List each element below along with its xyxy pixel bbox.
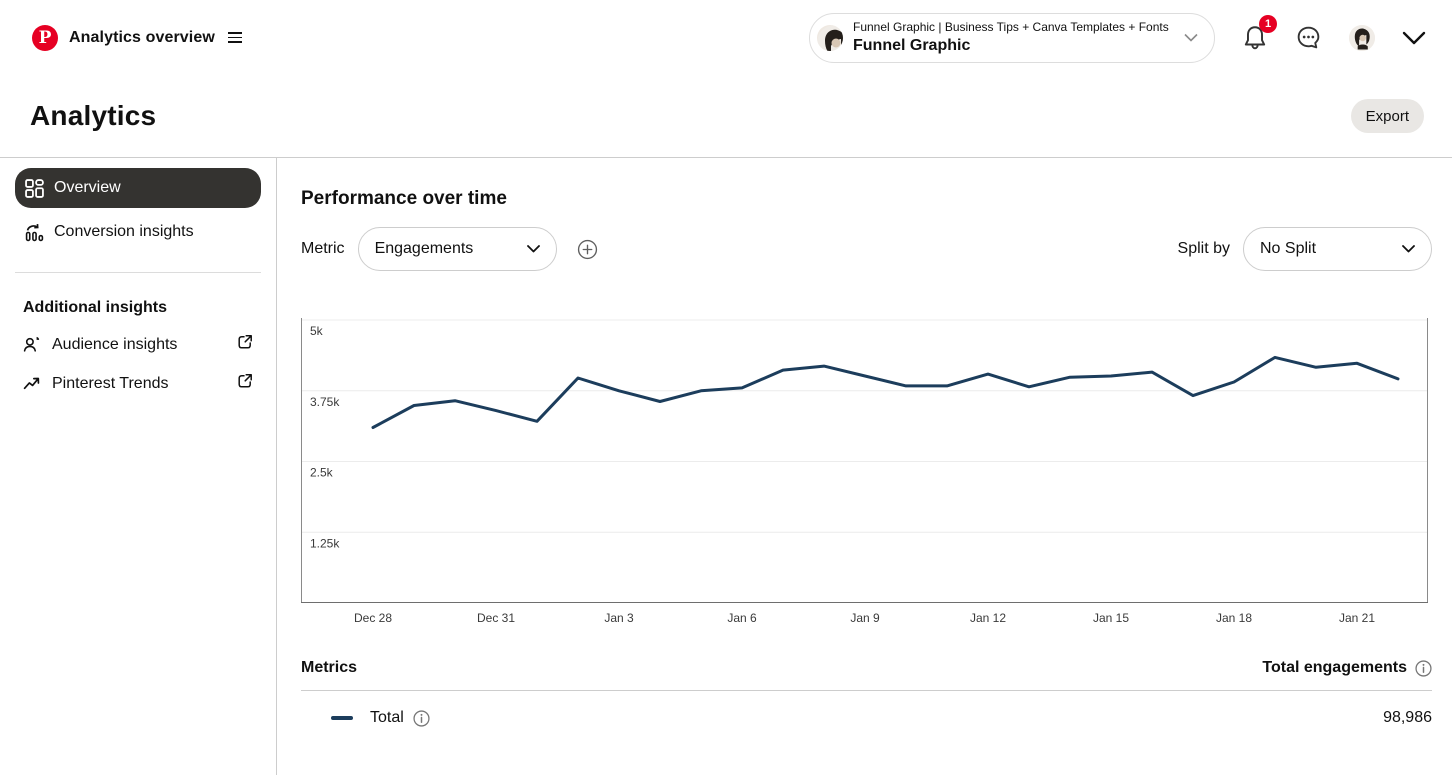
account-business-name: Funnel Graphic | Business Tips + Canva T… (853, 19, 1169, 34)
performance-section-title: Performance over time (301, 188, 507, 209)
add-metric-button[interactable] (577, 239, 598, 260)
performance-chart-svg[interactable]: 5k 3.75k 2.5k 1.25k Dec 28 Dec 31 Jan 3 Jan 6 Ja… (301, 318, 1428, 640)
sidebar-item-label: Overview (54, 179, 121, 196)
total-value: 98,986 (1383, 709, 1432, 726)
notifications-button[interactable]: 1 (1242, 15, 1277, 51)
messages-button[interactable] (1295, 24, 1322, 51)
total-series-swatch (331, 716, 353, 720)
export-button[interactable]: Export (1350, 99, 1424, 133)
external-link-icon (237, 334, 253, 355)
trending-up-icon (23, 377, 40, 390)
svg-text:Dec 28: Dec 28 (354, 611, 392, 625)
svg-text:Jan 12: Jan 12 (970, 611, 1006, 625)
page-title: Analytics (30, 100, 157, 131)
metrics-column-header-label: Total engagements (1262, 659, 1407, 676)
account-name: Funnel Graphic (853, 36, 971, 54)
svg-text:2.5k: 2.5k (310, 466, 334, 480)
audience-insights-icon (23, 336, 40, 352)
metrics-title: Metrics (301, 659, 358, 676)
metrics-column-header: Total engagements (1262, 659, 1432, 677)
sidebar-item-conversion-insights[interactable]: Conversion insights (15, 212, 261, 252)
sidebar-item-label: Audience insights (52, 335, 178, 353)
svg-text:3.75k: 3.75k (310, 395, 340, 409)
chevron-down-icon (1402, 240, 1415, 258)
account-switcher[interactable]: Funnel Graphic | Business Tips + Canva T… (809, 12, 1215, 63)
svg-text:Jan 15: Jan 15 (1093, 611, 1129, 625)
chevron-down-icon (526, 240, 540, 258)
conversion-insights-icon (25, 223, 44, 241)
sidebar-item-overview[interactable]: Overview (15, 168, 261, 208)
svg-text:1.25k: 1.25k (310, 536, 340, 550)
sidebar-item-label: Conversion insights (54, 223, 194, 240)
account-text: Funnel Graphic | Business Tips + Canva T… (853, 19, 1169, 57)
header-actions: Funnel Graphic | Business Tips + Canva T… (809, 12, 1426, 63)
menu-icon[interactable] (227, 32, 242, 43)
metrics-divider (301, 690, 1432, 691)
svg-text:Jan 6: Jan 6 (727, 611, 757, 625)
info-icon[interactable] (413, 709, 430, 727)
sidebar-item-pinterest-trends[interactable]: Pinterest Trends (15, 364, 261, 403)
overview-icon (25, 178, 44, 198)
chart-controls: Metric Engagements Split by No Split (301, 227, 1432, 271)
info-icon[interactable] (1415, 659, 1432, 677)
external-link-icon (237, 373, 253, 394)
metric-label: Metric (301, 240, 345, 257)
sidebar-section-title: Additional insights (23, 299, 167, 316)
split-by-dropdown[interactable]: No Split (1243, 227, 1432, 271)
header-chevron-down-icon[interactable] (1402, 31, 1426, 45)
sidebar: Overview Conversion insights Additional … (0, 158, 277, 775)
sidebar-divider (15, 272, 261, 273)
top-bar: P Analytics overview Funnel Graphic | Bu… (0, 0, 1452, 75)
metric-dropdown-value: Engagements (374, 240, 474, 257)
svg-text:Jan 21: Jan 21 (1339, 611, 1375, 625)
sidebar-item-label: Pinterest Trends (52, 374, 169, 392)
profile-avatar[interactable] (1349, 24, 1375, 51)
app-title: Analytics overview (69, 28, 215, 46)
svg-text:Jan 18: Jan 18 (1216, 611, 1252, 625)
split-by-controls: Split by No Split (1178, 227, 1432, 271)
sidebar-item-audience-insights[interactable]: Audience insights (15, 325, 261, 364)
total-label: Total (370, 709, 404, 726)
notification-badge: 1 (1259, 15, 1277, 33)
account-avatar (817, 24, 843, 51)
main-content: Performance over time Metric Engagements… (277, 158, 1452, 775)
svg-text:5k: 5k (310, 324, 324, 338)
metrics-total-row: Total 98,986 (301, 691, 1432, 745)
split-by-dropdown-value: No Split (1260, 240, 1317, 257)
svg-text:Jan 3: Jan 3 (604, 611, 634, 625)
header-divider (0, 157, 1452, 158)
chevron-down-icon (1184, 29, 1198, 47)
performance-chart[interactable]: 5k 3.75k 2.5k 1.25k Dec 28 Dec 31 Jan 3 Jan 6 Ja… (301, 318, 1432, 645)
split-by-label: Split by (1177, 240, 1230, 257)
page-head: Analytics Export (0, 75, 1452, 157)
svg-text:Jan 9: Jan 9 (850, 611, 880, 625)
pinterest-logo-icon[interactable]: P (32, 24, 58, 51)
metrics-header-row: Metrics Total engagements (301, 659, 1432, 677)
svg-text:Dec 31: Dec 31 (477, 611, 515, 625)
metric-dropdown[interactable]: Engagements (357, 227, 557, 271)
